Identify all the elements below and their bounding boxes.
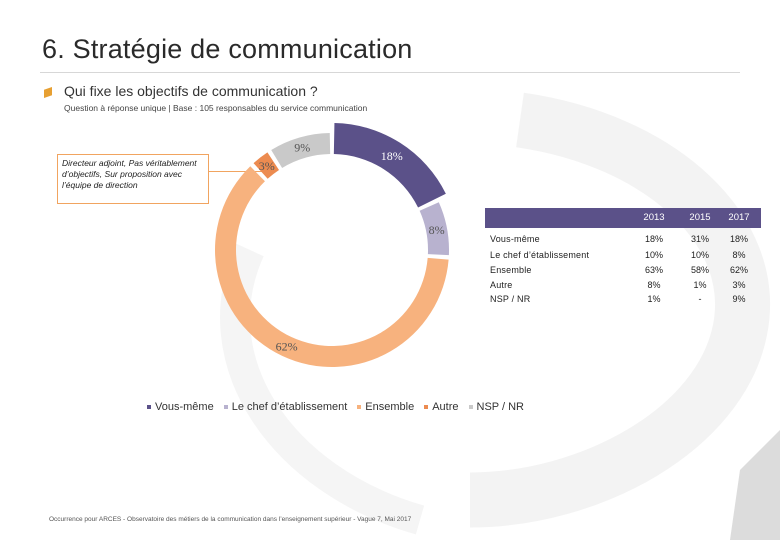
legend-swatch — [424, 405, 429, 409]
table-row-label: Autre — [490, 280, 513, 290]
source-note: Occurrence pour ARCES - Observatoire des… — [49, 516, 412, 523]
legend-item: Le chef d’établissement — [223, 401, 348, 413]
legend-label: NSP / NR — [476, 401, 524, 413]
table-cell: 8% — [732, 250, 746, 260]
callout-connector — [209, 171, 263, 172]
donut-slice — [419, 202, 449, 256]
autre-callout: Directeur adjoint, Pas véritablement d’o… — [57, 154, 209, 204]
slice-value-label: 62% — [276, 339, 298, 353]
slice-value-label: 3% — [259, 159, 275, 173]
table-cell: 10% — [644, 250, 663, 260]
table-cell: 18% — [644, 234, 663, 244]
donut-slice — [333, 123, 446, 208]
slice-value-label: 8% — [429, 223, 445, 237]
legend-label: Le chef d’établissement — [231, 401, 348, 413]
legend-item: Ensemble — [357, 401, 414, 413]
legend-label: Autre — [432, 401, 459, 413]
year-header: 2015 — [689, 212, 711, 223]
table-cell: 10% — [690, 250, 709, 260]
legend-label: Vous-même — [155, 401, 214, 413]
chart-legend: Vous-même Le chef d’établissement Ensemb… — [147, 401, 534, 413]
question-base: Question à réponse unique | Base : 105 r… — [64, 103, 368, 113]
table-row-label: NSP / NR — [490, 294, 531, 304]
donut-slice — [253, 152, 280, 179]
legend-swatch — [468, 405, 473, 409]
table-row-label: Ensemble — [490, 265, 532, 275]
legend-label: Ensemble — [365, 401, 415, 413]
year-header: 2017 — [728, 212, 750, 223]
table-row-label: Vous-même — [490, 234, 540, 244]
table-cell: 63% — [644, 265, 663, 275]
donut-slice — [214, 166, 449, 367]
page-title: 6. Stratégie de communication — [42, 34, 413, 64]
table-cell: - — [698, 294, 702, 304]
table-row-label: Le chef d’établissement — [490, 250, 590, 260]
legend-swatch — [223, 405, 228, 409]
legend-item: Autre — [424, 401, 459, 413]
table-cell: 8% — [647, 280, 661, 290]
legend-item: Vous-même — [147, 401, 214, 413]
table-header-bar — [485, 208, 761, 228]
table-cell: 9% — [732, 294, 746, 304]
table-cell: 18% — [729, 234, 748, 244]
table-cell: 1% — [693, 280, 707, 290]
year-header: 2013 — [643, 212, 665, 223]
table-cell: 62% — [729, 265, 748, 275]
slice-value-label: 9% — [294, 141, 310, 155]
table-cell: 58% — [690, 265, 709, 275]
donut-slice — [271, 133, 331, 168]
table-cell: 3% — [732, 280, 746, 290]
question-text: Qui fixe les objectifs de communication … — [64, 83, 318, 99]
question-bullet-icon — [44, 87, 52, 98]
legend-item: NSP / NR — [468, 401, 524, 413]
title-divider — [40, 72, 740, 73]
legend-swatch — [147, 405, 151, 409]
slice-value-label: 18% — [381, 149, 403, 163]
legend-swatch — [357, 405, 362, 409]
table-cell: 31% — [690, 234, 709, 244]
table-cell: 1% — [647, 294, 661, 304]
